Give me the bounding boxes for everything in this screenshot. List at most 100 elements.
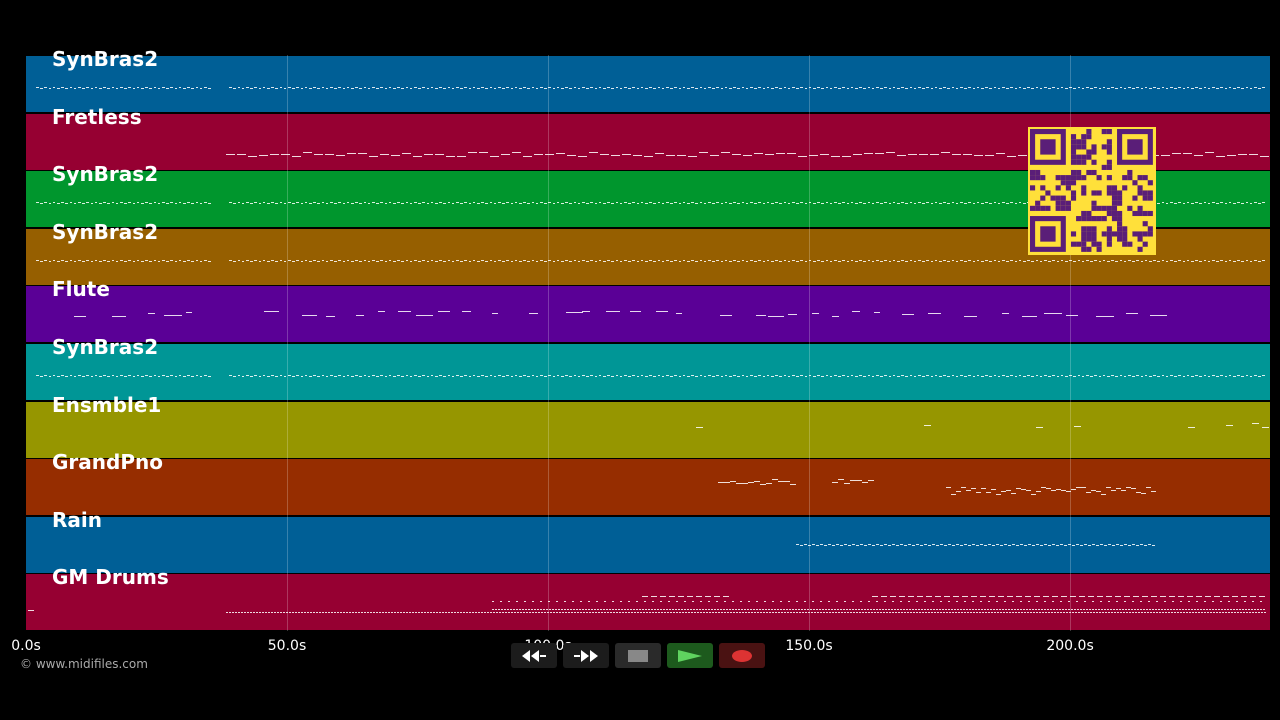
midi-note — [924, 609, 926, 611]
midi-note — [674, 202, 677, 204]
midi-note — [1100, 543, 1103, 545]
midi-note — [913, 260, 917, 262]
midi-note — [720, 609, 722, 611]
midi-note — [1007, 155, 1016, 157]
midi-note — [1216, 612, 1218, 614]
midi-note — [948, 543, 951, 545]
midi-note — [578, 155, 587, 157]
midi-note — [628, 601, 630, 603]
midi-note — [1132, 376, 1135, 377]
midi-note — [846, 203, 850, 205]
midi-note — [498, 609, 500, 611]
midi-note — [1102, 612, 1104, 614]
track-1[interactable]: SynBras2 — [26, 47, 1270, 112]
midi-note — [338, 202, 341, 204]
midi-note — [1111, 87, 1114, 88]
midi-note — [1003, 612, 1005, 614]
midi-note — [44, 375, 47, 376]
midi-note — [760, 484, 766, 486]
midi-note — [1152, 609, 1154, 611]
midi-note — [73, 376, 77, 377]
midi-note — [881, 596, 887, 598]
midi-note — [1113, 609, 1115, 611]
midi-note — [229, 202, 232, 204]
midi-note — [960, 375, 963, 376]
midi-note — [267, 260, 270, 262]
midi-note — [367, 203, 371, 205]
midi-note — [1245, 87, 1249, 88]
track-10[interactable]: GM Drums — [26, 565, 1270, 631]
track-8[interactable]: GrandPno — [26, 450, 1270, 516]
midi-note — [792, 609, 794, 611]
midi-note — [762, 609, 764, 611]
rewind-button[interactable] — [511, 643, 557, 668]
midi-note — [1128, 375, 1131, 376]
midi-note — [867, 87, 871, 88]
midi-note — [204, 87, 207, 88]
midi-note — [825, 87, 829, 88]
midi-note — [1165, 612, 1167, 614]
midi-note — [960, 202, 963, 204]
midi-note — [1178, 87, 1181, 88]
track-7[interactable]: Ensmble1 — [26, 393, 1270, 458]
midi-note — [334, 260, 337, 262]
midi-note — [678, 88, 682, 89]
midi-note — [1161, 87, 1165, 88]
midi-note — [250, 260, 253, 262]
midi-note — [1237, 202, 1240, 204]
midi-note — [964, 203, 967, 205]
midi-note — [1065, 260, 1068, 262]
midi-note — [493, 260, 497, 262]
play-button[interactable] — [667, 643, 713, 668]
midi-note — [451, 203, 455, 205]
midi-note — [267, 376, 270, 377]
midi-note — [275, 203, 278, 205]
fast-forward-button[interactable] — [563, 643, 609, 668]
midi-note — [283, 260, 287, 262]
midi-note — [886, 151, 895, 153]
midi-note — [867, 259, 871, 261]
midi-note — [552, 203, 556, 205]
midi-note — [800, 544, 803, 546]
midi-note — [896, 544, 899, 546]
midi-note — [604, 601, 606, 603]
midi-note — [307, 612, 309, 614]
midi-note — [865, 612, 867, 614]
midi-note — [1205, 151, 1214, 153]
midi-note — [632, 202, 635, 204]
midi-note — [834, 375, 837, 376]
midi-note — [796, 203, 799, 205]
track-9[interactable]: Rain — [26, 508, 1270, 573]
midi-note — [778, 481, 784, 483]
midi-note — [1188, 609, 1190, 611]
midi-note — [36, 202, 39, 204]
midi-note — [548, 601, 550, 603]
midi-note — [1023, 609, 1025, 611]
midi-note — [1236, 601, 1238, 603]
midi-note — [976, 202, 980, 204]
midi-note — [531, 87, 535, 88]
midi-note — [183, 203, 186, 205]
track-4[interactable]: SynBras2 — [26, 220, 1270, 285]
track-5[interactable]: Flute — [26, 277, 1270, 343]
midi-note — [625, 612, 627, 614]
midi-note — [619, 612, 621, 614]
midi-note — [645, 376, 648, 377]
midi-note — [1207, 260, 1211, 262]
midi-note — [541, 612, 543, 614]
midi-note — [586, 376, 589, 377]
midi-note — [1203, 87, 1207, 88]
midi-note — [1066, 491, 1071, 493]
midi-note — [1005, 609, 1007, 611]
midi-note — [1014, 609, 1016, 611]
midi-note — [720, 203, 724, 205]
midi-note — [972, 376, 976, 377]
track-6[interactable]: SynBras2 — [26, 335, 1270, 400]
record-button[interactable] — [719, 643, 765, 668]
midi-note — [603, 376, 606, 377]
midi-note — [640, 202, 644, 204]
midi-note — [1262, 259, 1265, 261]
midi-note — [862, 612, 864, 614]
stop-button[interactable] — [615, 643, 661, 668]
midi-note — [531, 259, 535, 261]
